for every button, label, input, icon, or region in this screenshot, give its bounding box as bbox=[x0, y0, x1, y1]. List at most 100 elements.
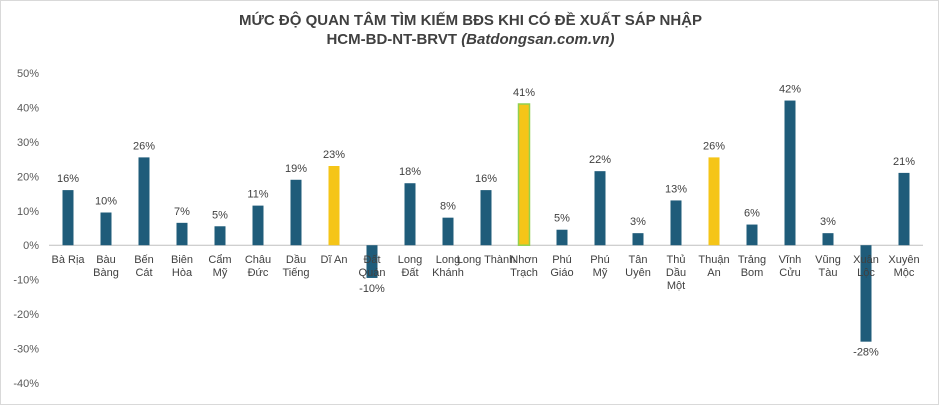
category-label: Bom bbox=[741, 267, 764, 279]
data-label: 8% bbox=[440, 201, 456, 213]
category-label: Phú bbox=[590, 254, 610, 266]
bar bbox=[62, 190, 74, 246]
y-tick-label: 50% bbox=[17, 68, 39, 80]
data-label: 16% bbox=[57, 173, 79, 185]
bar bbox=[328, 166, 340, 246]
title-line-1: MỨC ĐỘ QUAN TÂM TÌM KIẾM BĐS KHI CÓ ĐỀ X… bbox=[238, 12, 702, 29]
category-label: Tân bbox=[629, 254, 648, 266]
category-label: Khánh bbox=[432, 267, 464, 279]
category-label: Mỹ bbox=[593, 267, 608, 279]
category-label: Hòa bbox=[172, 267, 193, 279]
data-label: 26% bbox=[133, 140, 155, 152]
bar bbox=[252, 205, 264, 246]
category-label: Lộc bbox=[857, 267, 875, 279]
category-label: Thuận bbox=[698, 254, 729, 266]
category-label: Tiếng bbox=[282, 267, 309, 279]
category-label: Thủ bbox=[667, 254, 686, 266]
bar bbox=[442, 217, 454, 246]
category-label: An bbox=[707, 267, 720, 279]
bar bbox=[898, 172, 910, 246]
category-label: Long Thành bbox=[457, 254, 516, 266]
category-label: Long bbox=[436, 254, 460, 266]
category-label: Dầu bbox=[666, 267, 686, 279]
category-label: Biên bbox=[171, 254, 193, 266]
category-label: Đất bbox=[363, 254, 380, 266]
y-tick-label: -20% bbox=[13, 309, 39, 321]
data-label: 22% bbox=[589, 154, 611, 166]
data-label: 11% bbox=[247, 189, 268, 201]
category-label: Đức bbox=[248, 267, 269, 279]
data-label: 23% bbox=[323, 149, 345, 161]
category-label: Vũng bbox=[815, 254, 841, 266]
title-line-2: HCM-BD-NT-BRVT (Batdongsan.com.vn) bbox=[1, 30, 939, 49]
data-label: 16% bbox=[475, 173, 497, 185]
data-label: 26% bbox=[703, 140, 725, 152]
y-tick-label: 0% bbox=[23, 240, 39, 252]
category-label: Dầu bbox=[286, 254, 306, 266]
data-label: 41% bbox=[513, 87, 535, 99]
bar bbox=[138, 157, 150, 246]
category-label: Cát bbox=[135, 267, 152, 279]
category-label: Trảng bbox=[738, 254, 766, 266]
y-tick-label: -10% bbox=[13, 275, 39, 287]
bar bbox=[480, 190, 492, 246]
bar bbox=[176, 222, 188, 246]
data-label: 42% bbox=[779, 84, 801, 96]
category-label: Giáo bbox=[550, 267, 573, 279]
bar bbox=[594, 171, 606, 246]
y-tick-label: 10% bbox=[17, 206, 39, 218]
category-label: Cửu bbox=[779, 267, 800, 279]
data-label: 5% bbox=[554, 213, 570, 225]
subtitle-main: HCM-BD-NT-BRVT bbox=[326, 31, 458, 48]
bar bbox=[290, 179, 302, 246]
data-label: 10% bbox=[95, 196, 117, 208]
bar bbox=[366, 245, 378, 278]
bar bbox=[517, 103, 531, 246]
data-label: -10% bbox=[359, 283, 385, 295]
category-label: Bàu bbox=[96, 254, 116, 266]
category-label: Châu bbox=[245, 254, 271, 266]
bar bbox=[670, 200, 682, 246]
category-label: Cẩm bbox=[208, 254, 231, 266]
data-label: 5% bbox=[212, 209, 228, 221]
category-label: Dĩ An bbox=[321, 254, 348, 266]
data-label: 13% bbox=[665, 183, 687, 195]
category-label: Tàu bbox=[819, 267, 838, 279]
category-label: Bến bbox=[134, 254, 154, 266]
bar bbox=[214, 226, 226, 246]
bar bbox=[860, 245, 872, 342]
category-label: Xuyên bbox=[888, 254, 919, 266]
y-tick-label: 20% bbox=[17, 171, 39, 183]
data-label: -28% bbox=[853, 347, 879, 359]
bar bbox=[556, 229, 568, 246]
category-label: Phú bbox=[552, 254, 572, 266]
y-tick-label: -30% bbox=[13, 344, 39, 356]
bar bbox=[100, 212, 112, 246]
data-label: 6% bbox=[744, 208, 760, 220]
category-label: Quán bbox=[359, 267, 386, 279]
y-tick-label: -40% bbox=[13, 378, 39, 390]
bar bbox=[708, 157, 720, 246]
data-label: 7% bbox=[174, 206, 190, 218]
category-label: Trạch bbox=[510, 267, 538, 279]
bar bbox=[746, 224, 758, 246]
category-label: Mộc bbox=[894, 267, 915, 279]
data-label: 3% bbox=[630, 216, 646, 228]
data-label: 3% bbox=[820, 216, 836, 228]
subtitle-source: (Batdongsan.com.vn) bbox=[461, 31, 615, 48]
category-label: Đất bbox=[401, 267, 418, 279]
category-label: Mỹ bbox=[213, 267, 228, 279]
data-label: 18% bbox=[399, 166, 421, 178]
category-label: Xuân bbox=[853, 254, 879, 266]
category-label: Long bbox=[398, 254, 422, 266]
category-label: Bà Rịa bbox=[51, 254, 85, 266]
y-tick-label: 30% bbox=[17, 137, 39, 149]
bar bbox=[822, 233, 834, 246]
data-label: 19% bbox=[285, 163, 307, 175]
bar bbox=[632, 233, 644, 246]
bar bbox=[404, 183, 416, 246]
data-label: 21% bbox=[893, 156, 915, 168]
category-label: Vĩnh bbox=[779, 254, 802, 266]
category-label: Một bbox=[667, 280, 685, 292]
